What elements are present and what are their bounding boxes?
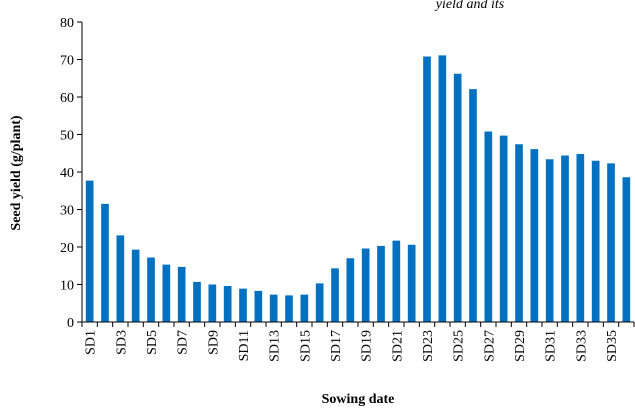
bar-sd19	[361, 248, 370, 322]
bar-sd33	[576, 154, 585, 322]
bar-sd35	[607, 163, 615, 322]
x-tick-label: SD1	[84, 330, 99, 355]
y-tick-label: 20	[60, 241, 74, 256]
x-tick-label: SD27	[482, 330, 497, 362]
bar-sd20	[377, 245, 385, 323]
bar-sd21	[392, 240, 401, 323]
bar-sd26	[469, 89, 477, 323]
y-tick-label: 70	[60, 54, 74, 69]
bar-sd31	[545, 159, 554, 322]
y-tick-label: 80	[60, 16, 74, 31]
bar-sd10	[223, 286, 232, 322]
bar-sd13	[269, 294, 278, 323]
bar-sd2	[101, 203, 109, 323]
x-tick-label: SD35	[605, 330, 620, 362]
y-tick-label: 0	[67, 316, 74, 331]
bar-sd30	[530, 149, 539, 323]
x-tick-label: SD11	[237, 330, 252, 361]
y-axis-title: Seed yield (g/plant)	[9, 115, 24, 230]
bar-sd22	[407, 244, 416, 322]
x-axis-title: Sowing date	[322, 392, 395, 407]
bar-sd17	[331, 268, 339, 323]
bars-group	[85, 55, 631, 323]
y-axis: 0 10 20 30 40 50 60 70 80	[60, 16, 83, 331]
x-tick-label: SD3	[114, 330, 129, 355]
x-tick-label: SD9	[206, 330, 221, 355]
bar-sd23	[423, 56, 431, 322]
bar-sd6	[162, 264, 171, 323]
y-tick-label: 50	[60, 129, 74, 144]
bar-sd25	[453, 73, 462, 322]
bar-sd15	[300, 294, 309, 323]
x-tick-label: SD25	[452, 330, 467, 362]
bar-sd14	[285, 295, 293, 323]
bar-sd7	[177, 266, 186, 323]
x-tick-label: SD13	[268, 330, 283, 362]
bar-sd12	[254, 290, 263, 323]
x-tick-label: SD19	[360, 330, 375, 362]
bar-sd28	[499, 135, 508, 322]
x-tick-label: SD21	[390, 330, 405, 362]
x-tick-label: SD5	[145, 330, 160, 355]
bar-sd32	[561, 155, 569, 322]
cropped-top-text: yield and its	[434, 0, 505, 12]
x-tick-label: SD17	[329, 330, 344, 362]
bar-sd8	[193, 281, 201, 323]
bar-sd27	[484, 131, 493, 322]
y-tick-label: 40	[60, 166, 74, 181]
x-tick-label: SD15	[298, 330, 313, 362]
x-tick-label: SD23	[421, 330, 436, 362]
bar-sd5	[147, 257, 155, 322]
x-tick-label: SD33	[574, 330, 589, 362]
bar-sd18	[346, 258, 355, 322]
x-tick-label: SD29	[513, 330, 528, 362]
bar-sd3	[116, 235, 125, 323]
bar-sd1	[85, 180, 94, 322]
y-tick-label: 30	[60, 204, 74, 219]
bar-sd4	[131, 249, 140, 323]
x-tick-label: SD7	[176, 330, 191, 355]
y-tick-label: 60	[60, 91, 74, 106]
bar-sd24	[438, 55, 447, 323]
bar-sd36	[622, 177, 631, 322]
x-tick-label: SD31	[544, 330, 559, 362]
bar-sd11	[239, 288, 247, 323]
bar-sd9	[208, 284, 217, 322]
bar-sd29	[515, 144, 523, 322]
bar-sd16	[315, 283, 324, 323]
bar-sd34	[591, 160, 600, 322]
y-tick-label: 10	[60, 279, 74, 294]
x-axis: SD1 SD3 SD5 SD7 SD9 SD11 SD13 SD15 SD17 SD19 SD21 S…	[81, 321, 635, 362]
